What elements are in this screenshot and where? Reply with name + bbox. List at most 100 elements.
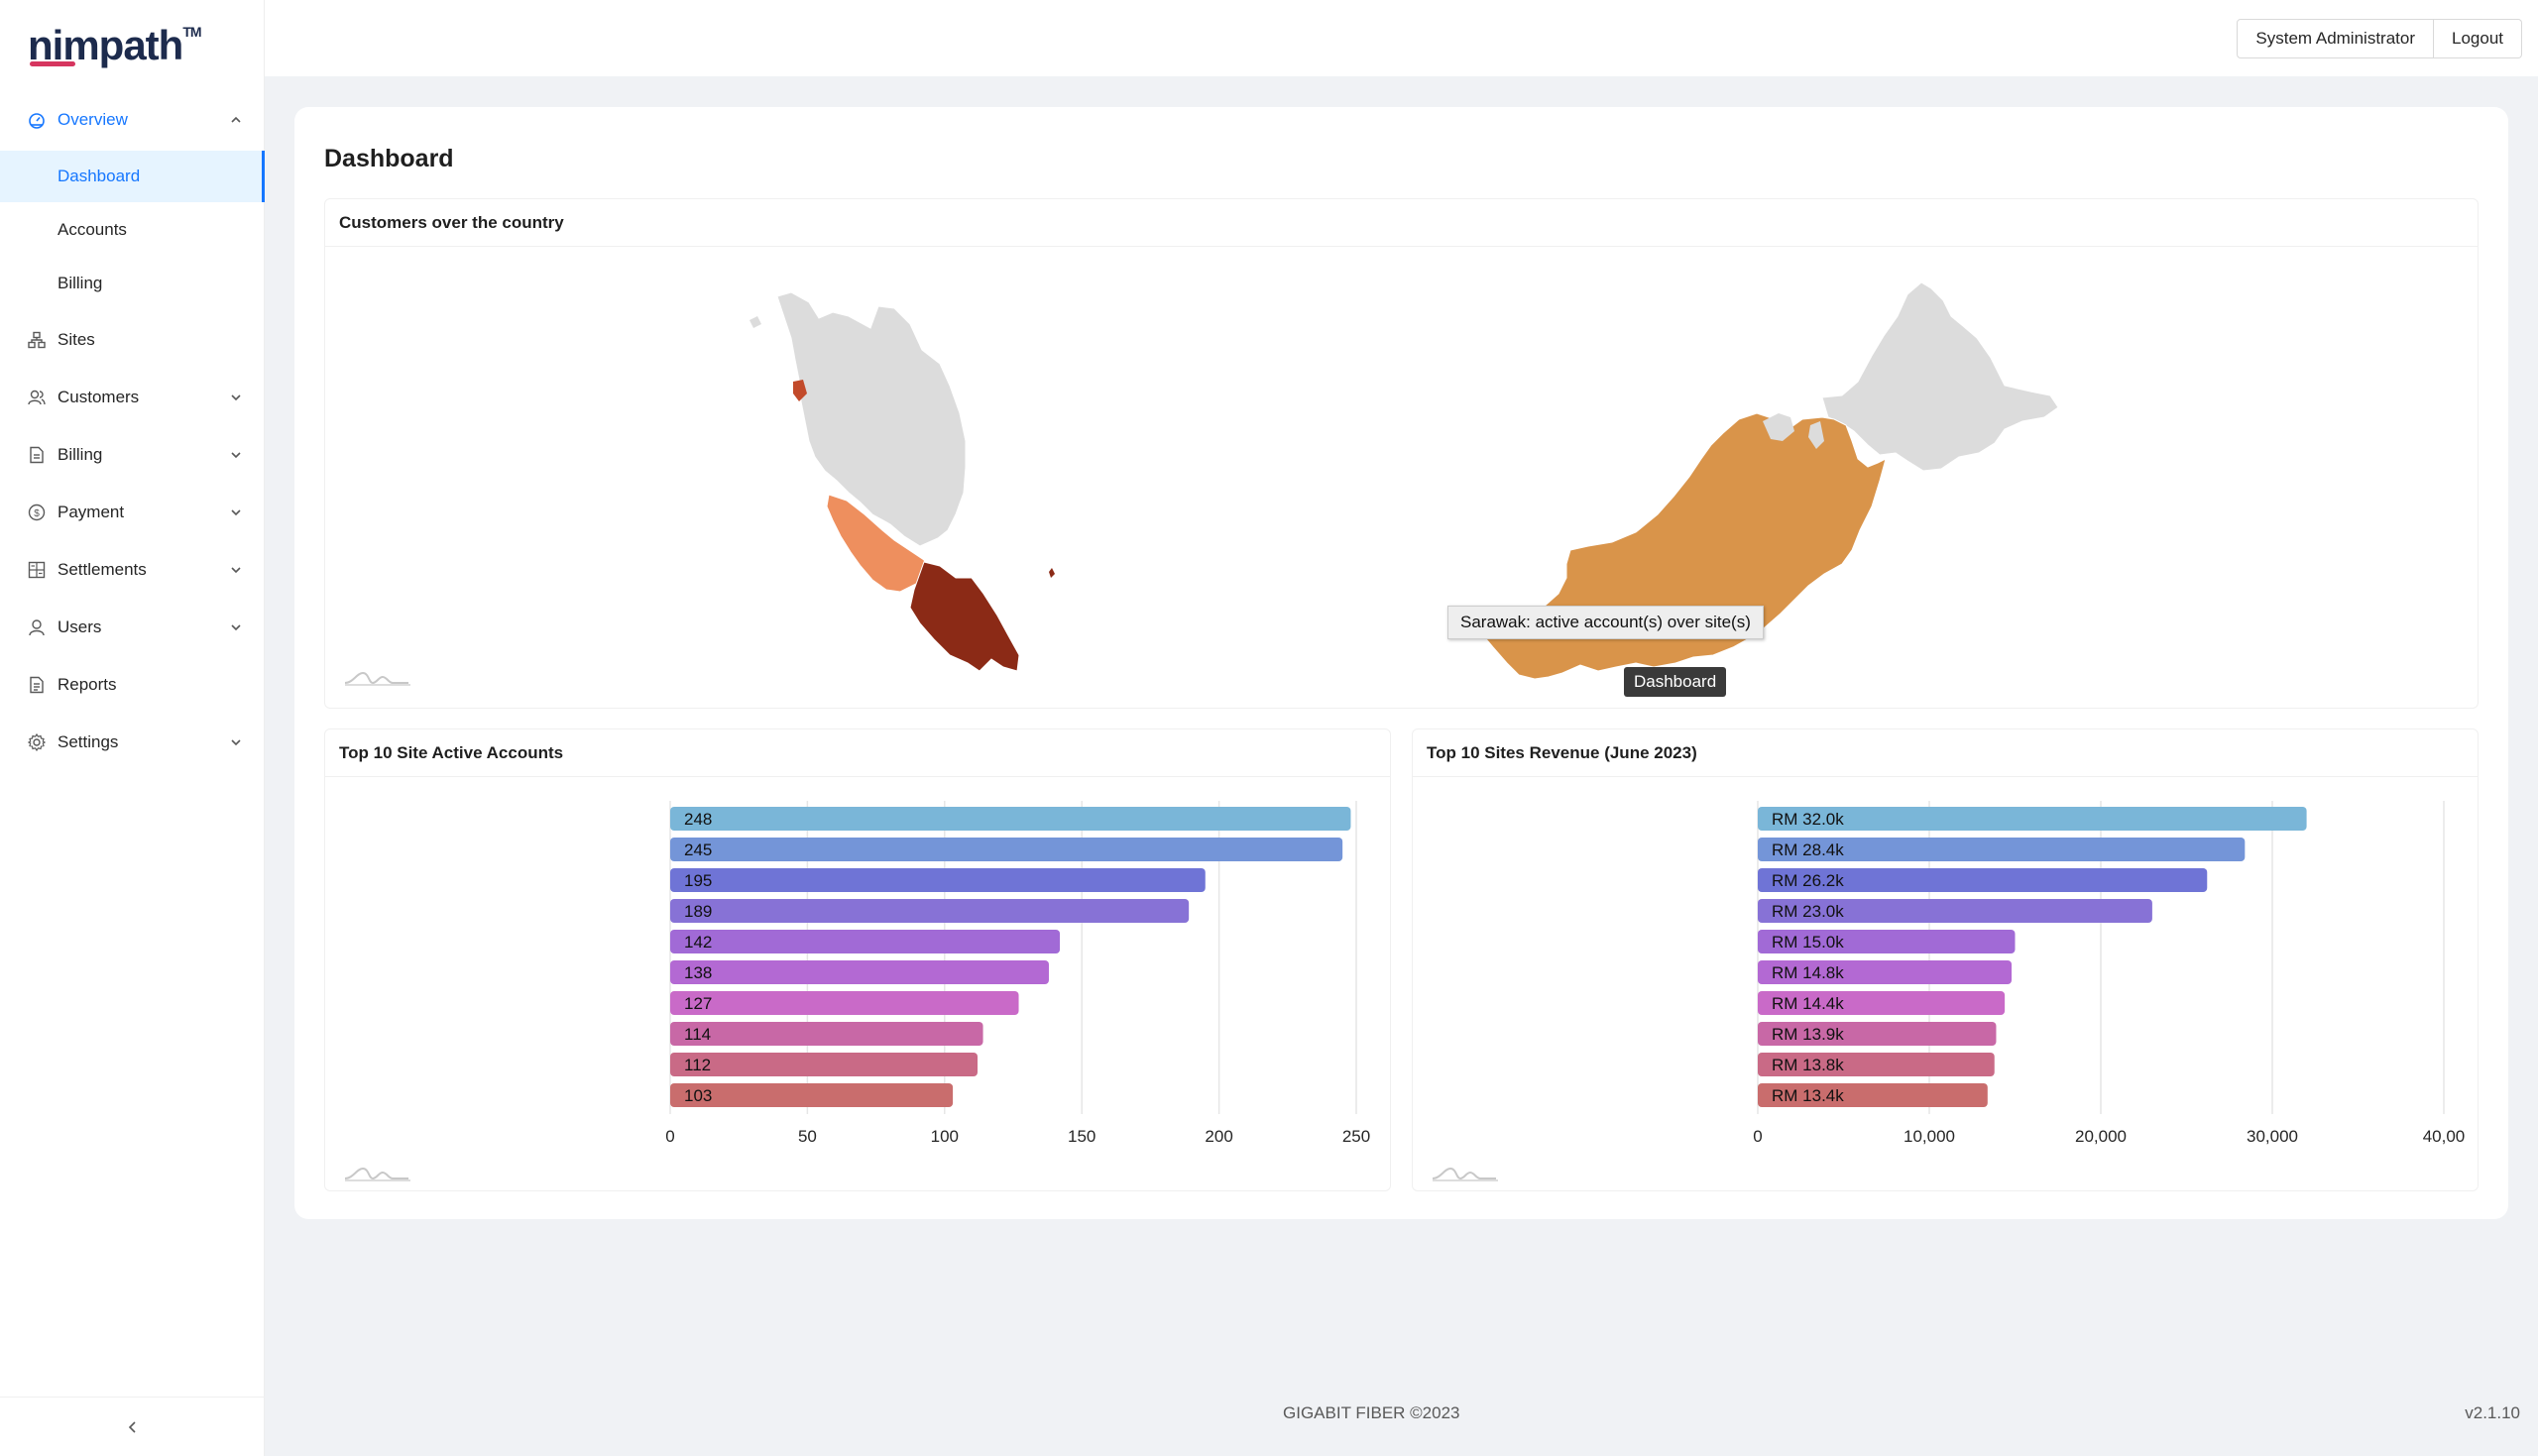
sidebar-subitem-label: Dashboard [58, 167, 141, 185]
map-region-island[interactable] [750, 316, 761, 328]
accounts-tick-label: 100 [931, 1127, 959, 1146]
accounts-tick-label: 150 [1068, 1127, 1096, 1146]
accounts-bar[interactable] [670, 868, 1206, 892]
sidebar-item-billing[interactable]: Billing [0, 426, 265, 484]
dollar-icon: $ [28, 504, 46, 521]
accounts-tick-label: 0 [665, 1127, 674, 1146]
sidebar-item-label: Sites [58, 330, 95, 349]
map-region-peninsular-north[interactable] [776, 291, 967, 547]
sidebar-item-label: Overview [58, 110, 128, 129]
sidebar-item-sites[interactable]: Sites [0, 311, 265, 369]
accounts-bar-label: 195 [684, 871, 712, 890]
revenue-tick-label: 20,000 [2075, 1127, 2127, 1146]
revenue-bar[interactable] [1758, 868, 2208, 892]
revenue-bar[interactable] [1758, 991, 2006, 1015]
sidebar-item-customers[interactable]: Customers [0, 369, 265, 426]
revenue-bar[interactable] [1758, 1083, 1988, 1107]
accounts-tick-label: 200 [1205, 1127, 1232, 1146]
revenue-bar[interactable] [1758, 930, 2016, 953]
accounts-bar-label: 142 [684, 933, 712, 952]
sidebar-subitem-accounts[interactable]: Accounts [0, 204, 265, 256]
chevron-left-icon [128, 1420, 136, 1433]
accounts-bar[interactable] [670, 1083, 954, 1107]
accounts-bar[interactable] [670, 1022, 983, 1046]
sidebar-item-label: Settlements [58, 560, 147, 579]
svg-text:$: $ [34, 508, 40, 519]
revenue-bar[interactable] [1758, 960, 2013, 984]
sidebar-item-label: Settings [58, 732, 119, 751]
sidebar-subitem-billing[interactable]: Billing [0, 258, 265, 309]
revenue-bar[interactable] [1758, 807, 2307, 831]
chevron-up-icon [231, 116, 241, 123]
sidebar-item-overview[interactable]: Overview [0, 91, 265, 149]
app-logo[interactable]: nimpathTM [28, 22, 202, 68]
accounts-bar[interactable] [670, 960, 1049, 984]
revenue-bar-label: RM 13.4k [1772, 1086, 1844, 1105]
sidebar-item-payment[interactable]: $ Payment [0, 484, 265, 541]
sidebar-collapse-button[interactable] [0, 1397, 265, 1456]
revenue-bar[interactable] [1758, 1022, 1997, 1046]
calculator-icon [28, 561, 46, 579]
accounts-bar-label: 127 [684, 994, 712, 1013]
revenue-chart-panel: Top 10 Sites Revenue (June 2023) 0 10,000… [1412, 728, 2479, 1191]
revenue-bar-label: RM 13.9k [1772, 1025, 1844, 1044]
map-region-johor[interactable] [909, 561, 1020, 672]
accounts-bar-label: 248 [684, 810, 712, 829]
map-region-sabah-coast[interactable] [1763, 413, 1794, 441]
revenue-tick-label: 40,00 [2423, 1127, 2466, 1146]
sidebar-item-settings[interactable]: Settings [0, 714, 265, 771]
map-loading-sparkline [344, 671, 410, 686]
sidebar-subitem-label: Accounts [58, 220, 127, 239]
accounts-bar[interactable] [670, 899, 1190, 923]
revenue-tick-label: 30,000 [2247, 1127, 2298, 1146]
sidebar-item-settlements[interactable]: Settlements [0, 541, 265, 599]
accounts-chart-panel: Top 10 Site Active Accounts 0 50 100 150 200… [324, 728, 1391, 1191]
accounts-tick-label: 250 [1342, 1127, 1370, 1146]
revenue-bar[interactable] [1758, 1053, 1995, 1076]
map-region-tioman[interactable] [1049, 568, 1055, 578]
chevron-down-icon [231, 509, 241, 516]
accounts-bar-label: 114 [684, 1025, 711, 1044]
revenue-bar[interactable] [1758, 899, 2152, 923]
revenue-bar-label: RM 14.4k [1772, 994, 1844, 1013]
chevron-down-icon [231, 624, 241, 631]
sidebar-subitem-dashboard[interactable]: Dashboard [0, 151, 265, 202]
map-region-brunei[interactable] [1808, 421, 1824, 449]
accounts-loading-sparkline [344, 1167, 410, 1181]
revenue-bar[interactable] [1758, 838, 2246, 861]
revenue-bar-label: RM 23.0k [1772, 902, 1844, 921]
map-region-selangor[interactable] [826, 494, 931, 593]
accounts-bar[interactable] [670, 807, 1351, 831]
customers-icon [28, 389, 46, 406]
accounts-bar-label: 189 [684, 902, 712, 921]
accounts-bar-label: 138 [684, 963, 712, 982]
accounts-bar[interactable] [670, 991, 1019, 1015]
revenue-loading-sparkline [1432, 1167, 1498, 1181]
sidebar-item-reports[interactable]: Reports [0, 656, 265, 714]
sidebar-subitem-label: Billing [58, 274, 103, 292]
revenue-tick-label: 0 [1753, 1127, 1762, 1146]
accounts-bar-label: 245 [684, 840, 712, 859]
logout-button[interactable]: Logout [2434, 19, 2522, 58]
accounts-tick-label: 50 [798, 1127, 817, 1146]
sidebar-item-label: Billing [58, 445, 103, 464]
accounts-bar[interactable] [670, 838, 1343, 861]
accounts-bar[interactable] [670, 930, 1061, 953]
sidebar-item-label: Users [58, 617, 102, 636]
revenue-bar-label: RM 26.2k [1772, 871, 1844, 890]
accounts-bar-label: 103 [684, 1086, 712, 1105]
revenue-bar-label: RM 32.0k [1772, 810, 1844, 829]
accounts-bar[interactable] [670, 1053, 979, 1076]
sidebar-item-users[interactable]: Users [0, 599, 265, 656]
user-icon [28, 618, 46, 636]
accounts-bar-chart: 0 50 100 150 200 250 248 245 195 189 142 138 127 114 1… [344, 801, 1370, 1181]
sidebar-item-label: Customers [58, 388, 140, 406]
chevron-down-icon [231, 394, 241, 401]
user-menu-button[interactable]: System Administrator [2237, 19, 2434, 58]
revenue-bar-label: RM 15.0k [1772, 933, 1844, 952]
accounts-chart-title: Top 10 Site Active Accounts [325, 729, 1390, 777]
map-panel-title: Customers over the country [325, 199, 2478, 247]
map-region-penang[interactable] [793, 380, 807, 401]
malaysia-map[interactable] [325, 247, 2480, 709]
map-region-sabah[interactable] [1821, 281, 2059, 472]
